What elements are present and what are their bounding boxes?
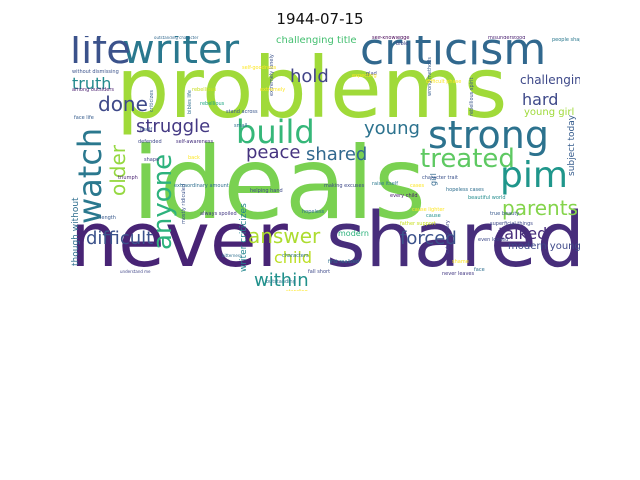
word-cloud-word: criticism (360, 36, 547, 75)
word-cloud-word: bitterness (222, 253, 242, 258)
word-cloud-word: without dismissing (72, 69, 119, 75)
word-cloud-word: bible (396, 41, 409, 47)
word-cloud-word: older (106, 144, 130, 196)
word-cloud-word: face life (74, 115, 94, 121)
word-cloud-word: extraordinary (445, 220, 451, 254)
word-cloud-word: glad (366, 71, 377, 77)
word-cloud-word: shared (306, 144, 368, 165)
word-cloud-word: cases (410, 183, 425, 189)
word-cloud-word: self-knowledge (372, 36, 410, 41)
word-cloud-word: though without (71, 197, 81, 266)
word-cloud-word: writer (122, 36, 240, 73)
word-cloud-word: talked (498, 224, 548, 243)
word-cloud-word: extraordinary amount (174, 183, 229, 189)
word-cloud-word: among outsiders (72, 87, 115, 93)
word-cloud-word: father support (400, 221, 436, 227)
word-cloud-word: rebellious (200, 101, 225, 107)
word-cloud-word: always spoiled (200, 211, 237, 217)
word-cloud-word: challenging (520, 73, 580, 87)
word-cloud-word: hold (290, 66, 329, 87)
word-cloud-word: ideals (132, 125, 426, 242)
word-cloud-word: never (70, 195, 288, 284)
word-cloud-word: true beauty (490, 211, 520, 217)
word-cloud-word: beautiful world (468, 195, 506, 201)
word-cloud-word: outstanding character (154, 36, 199, 40)
word-cloud-word: modern (338, 229, 369, 238)
word-cloud-word: defended (138, 139, 162, 145)
chart-title: 1944-07-15 (276, 10, 364, 28)
word-cloud-word: helping hand (250, 188, 283, 194)
word-cloud-word: problems (116, 39, 508, 137)
word-cloud-word: shape (144, 157, 160, 163)
word-cloud-word: fall short (308, 269, 331, 275)
word-cloud-word: young (364, 118, 420, 139)
word-cloud-word: modern young (508, 241, 580, 252)
word-cloud-word: young girl (524, 107, 575, 118)
word-cloud-word: strong (428, 113, 549, 157)
word-cloud-word: cause (426, 213, 441, 219)
word-cloud-word: even looked (478, 237, 509, 243)
word-cloud-word: bibles life (187, 89, 193, 114)
word-cloud-word: parents (502, 196, 578, 220)
word-cloud-word: self-goodness (242, 65, 277, 71)
word-cloud-word: every child (390, 193, 418, 199)
word-cloud-word: outstanding (266, 279, 296, 285)
word-cloud-word: truth (72, 74, 112, 93)
word-cloud-word: itself (140, 127, 153, 133)
word-cloud-word: understand me (120, 269, 151, 274)
word-cloud-word: never leaves (442, 271, 475, 277)
word-cloud-word: difficult phase (426, 79, 462, 85)
word-cloud-word: first realized (328, 259, 360, 265)
word-cloud-word: difficult (86, 228, 154, 249)
word-cloud-word: wrong methods (427, 57, 433, 96)
word-cloud-word: misunderstood (488, 36, 526, 41)
word-cloud-word: length (100, 215, 116, 221)
word-cloud-word: build (236, 113, 315, 151)
word-cloud-word: standing (286, 290, 308, 292)
word-cloud-word: challenging title (276, 36, 357, 46)
word-cloud-word: anyone (148, 153, 178, 250)
word-cloud-word: hard (522, 90, 559, 109)
word-cloud-word: stand across (226, 109, 258, 115)
word-cloud-word: face (474, 267, 485, 273)
word-cloud-word: people shape (552, 37, 580, 43)
word-cloud-word: rebellious spirit (469, 77, 475, 116)
word-cloud: never shared ideals problems criticism writer… (70, 36, 580, 291)
word-cloud-word: done (98, 92, 148, 116)
word-cloud-word: making excuses (324, 183, 365, 189)
word-cloud-word: expecting (352, 73, 377, 79)
word-cloud-word: characters (282, 253, 309, 259)
word-cloud-word: small (234, 123, 248, 129)
word-cloud-word: character trait (422, 175, 458, 181)
word-cloud-word: triumph (118, 175, 138, 181)
word-cloud-word: superficial things (490, 221, 533, 227)
word-cloud-word: peace (246, 142, 301, 163)
word-cloud-word: life (70, 36, 131, 73)
word-cloud-word: answer (248, 224, 321, 248)
word-cloud-word: extremely (260, 87, 286, 93)
word-cloud-word: writer criticizes (239, 203, 249, 272)
word-cloud-word: criticizes (149, 90, 155, 112)
word-cloud-word: rebellious (192, 87, 217, 93)
word-cloud-word: mostly ridiculed (181, 184, 187, 224)
word-cloud-word: subject today (567, 114, 577, 176)
word-cloud-word: child (274, 248, 312, 267)
word-cloud-word: treated (420, 144, 515, 174)
word-cloud-word: cause lighter (412, 207, 445, 213)
word-cloud-word: self-awareness (176, 139, 214, 145)
word-cloud-word: hopeless cases (446, 187, 484, 193)
word-cloud-word: back (188, 155, 200, 161)
word-cloud-word: within (254, 270, 309, 291)
word-cloud-word: pim (500, 155, 568, 196)
word-cloud-word: raise itself (372, 181, 398, 187)
word-cloud-word: shame (452, 259, 469, 265)
word-cloud-word: shared (326, 195, 580, 284)
word-cloud-word: hopeless (302, 209, 325, 215)
word-cloud-word: struggle (136, 116, 211, 137)
word-cloud-word: forced (400, 228, 457, 249)
